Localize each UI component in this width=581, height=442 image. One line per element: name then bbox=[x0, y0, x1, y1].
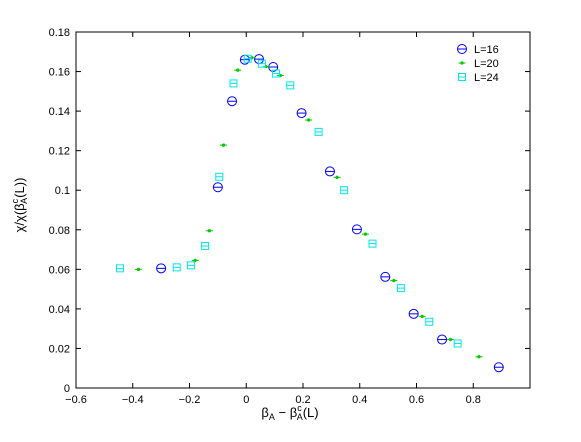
legend-marker bbox=[457, 44, 467, 54]
data-point bbox=[306, 118, 311, 122]
legend-entry: L=24 bbox=[474, 72, 499, 84]
data-point bbox=[235, 68, 240, 72]
y-tick-label: 0.1 bbox=[55, 185, 70, 197]
y-tick-label: 0.04 bbox=[49, 304, 70, 316]
data-point bbox=[229, 79, 238, 88]
data-point bbox=[425, 317, 434, 326]
legend-entry: L=16 bbox=[474, 44, 499, 56]
x-tick-label: −0.4 bbox=[122, 394, 144, 406]
data-point bbox=[156, 263, 167, 274]
y-tick-label: 0.14 bbox=[49, 106, 70, 118]
data-point bbox=[215, 172, 224, 181]
y-tick-label: 0.02 bbox=[49, 343, 70, 355]
data-point bbox=[408, 308, 419, 319]
data-point bbox=[172, 263, 181, 272]
data-point bbox=[448, 337, 453, 342]
x-tick-label: 0.8 bbox=[466, 394, 481, 406]
data-point bbox=[136, 267, 141, 272]
data-point bbox=[286, 81, 295, 90]
data-point bbox=[368, 239, 377, 248]
x-axis-label: βA − βc A(L) bbox=[261, 403, 318, 422]
series-L=16 bbox=[156, 54, 504, 373]
plot-area bbox=[75, 31, 531, 389]
data-point bbox=[257, 59, 266, 68]
x-tick-label: 0.4 bbox=[352, 394, 367, 406]
data-point bbox=[392, 278, 396, 283]
y-tick-label: 0.18 bbox=[49, 27, 70, 39]
data-point bbox=[363, 232, 368, 236]
data-point bbox=[396, 284, 405, 293]
data-point bbox=[201, 241, 210, 250]
data-point bbox=[380, 271, 391, 282]
data-point bbox=[477, 355, 481, 359]
data-point bbox=[186, 261, 195, 270]
data-point bbox=[340, 186, 349, 195]
y-tick-label: 0.16 bbox=[49, 67, 70, 79]
x-tick-label: −0.2 bbox=[179, 394, 201, 406]
data-point bbox=[314, 127, 323, 136]
data-point bbox=[221, 143, 226, 147]
series-L=24 bbox=[115, 54, 462, 348]
legend-entry: L=20 bbox=[474, 58, 499, 70]
x-tick-label: −0.6 bbox=[65, 394, 87, 406]
data-point bbox=[296, 108, 307, 119]
data-point bbox=[420, 314, 424, 319]
x-tick-label: 0.2 bbox=[295, 394, 310, 406]
data-point bbox=[115, 264, 124, 273]
data-point bbox=[493, 362, 504, 373]
axis-ticks: −0.6 −0.4 −0.2 0 0.2 0.4 0.6 0.8 0 0.02 0.04 0.06 0.… bbox=[49, 27, 530, 406]
data-point bbox=[335, 175, 339, 180]
y-tick-label: 0.08 bbox=[49, 225, 70, 237]
data-point bbox=[212, 182, 223, 193]
y-tick-label: 0.12 bbox=[49, 146, 70, 158]
data-point bbox=[453, 339, 462, 348]
data-marks bbox=[115, 54, 504, 373]
data-point bbox=[207, 229, 212, 233]
x-tick-label: 0 bbox=[243, 394, 249, 406]
data-point bbox=[324, 166, 335, 177]
axis-labels: βA − βc A(L) χ/χ(βcA(L)) bbox=[10, 178, 319, 422]
y-tick-label: 0.06 bbox=[49, 264, 70, 276]
y-axis-label: χ/χ(βcA(L)) bbox=[10, 178, 29, 233]
data-point bbox=[193, 258, 197, 263]
data-point bbox=[227, 96, 238, 107]
y-tick-label: 0 bbox=[64, 383, 70, 395]
legend-marker bbox=[458, 73, 466, 81]
legend: L=16 L=20 L=24 bbox=[457, 44, 499, 84]
data-point bbox=[243, 54, 252, 63]
legend-marker bbox=[460, 61, 464, 65]
data-point bbox=[437, 334, 448, 345]
x-tick-label: 0.6 bbox=[409, 394, 424, 406]
data-point bbox=[272, 69, 281, 78]
data-point bbox=[351, 224, 362, 235]
